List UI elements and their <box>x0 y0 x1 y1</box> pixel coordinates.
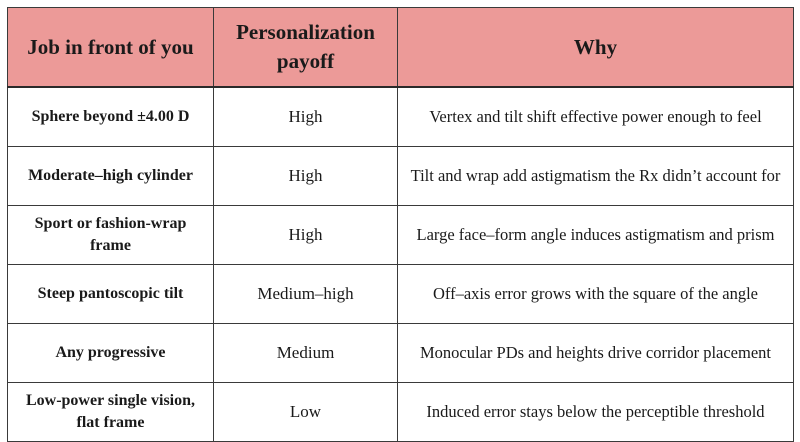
payoff-cell: Medium <box>213 323 398 383</box>
job-cell: Sport or fashion-wrap frame <box>7 205 214 265</box>
payoff-cell: High <box>213 205 398 265</box>
job-cell: Moderate–high cylinder <box>7 146 214 206</box>
job-cell: Any progressive <box>7 323 214 383</box>
table-row: Steep pantoscopic tilt Medium–high Off–a… <box>7 264 794 324</box>
header-payoff: Personalization payoff <box>213 7 398 88</box>
personalization-payoff-table: Job in front of you Personalization payo… <box>7 7 794 442</box>
why-cell: Monocular PDs and heights drive corridor… <box>397 323 794 383</box>
header-job: Job in front of you <box>7 7 214 88</box>
why-cell: Tilt and wrap add astigmatism the Rx did… <box>397 146 794 206</box>
job-cell: Steep pantoscopic tilt <box>7 264 214 324</box>
why-cell: Vertex and tilt shift effective power en… <box>397 86 794 147</box>
table-row: Sport or fashion-wrap frame High Large f… <box>7 205 794 265</box>
job-cell: Low-power single vision, flat frame <box>7 382 214 442</box>
why-cell: Large face–form angle induces astigmatis… <box>397 205 794 265</box>
table-row: Sphere beyond ±4.00 D High Vertex and ti… <box>7 86 794 147</box>
why-cell: Off–axis error grows with the square of … <box>397 264 794 324</box>
payoff-cell: High <box>213 146 398 206</box>
table-row: Moderate–high cylinder High Tilt and wra… <box>7 146 794 206</box>
comparison-table-container: Job in front of you Personalization payo… <box>7 7 794 442</box>
header-why: Why <box>397 7 794 88</box>
payoff-cell: High <box>213 86 398 147</box>
job-cell: Sphere beyond ±4.00 D <box>7 86 214 147</box>
payoff-cell: Low <box>213 382 398 442</box>
table-row: Any progressive Medium Monocular PDs and… <box>7 323 794 383</box>
payoff-cell: Medium–high <box>213 264 398 324</box>
why-cell: Induced error stays below the perceptibl… <box>397 382 794 442</box>
header-row: Job in front of you Personalization payo… <box>7 7 794 88</box>
table-row: Low-power single vision, flat frame Low … <box>7 382 794 442</box>
